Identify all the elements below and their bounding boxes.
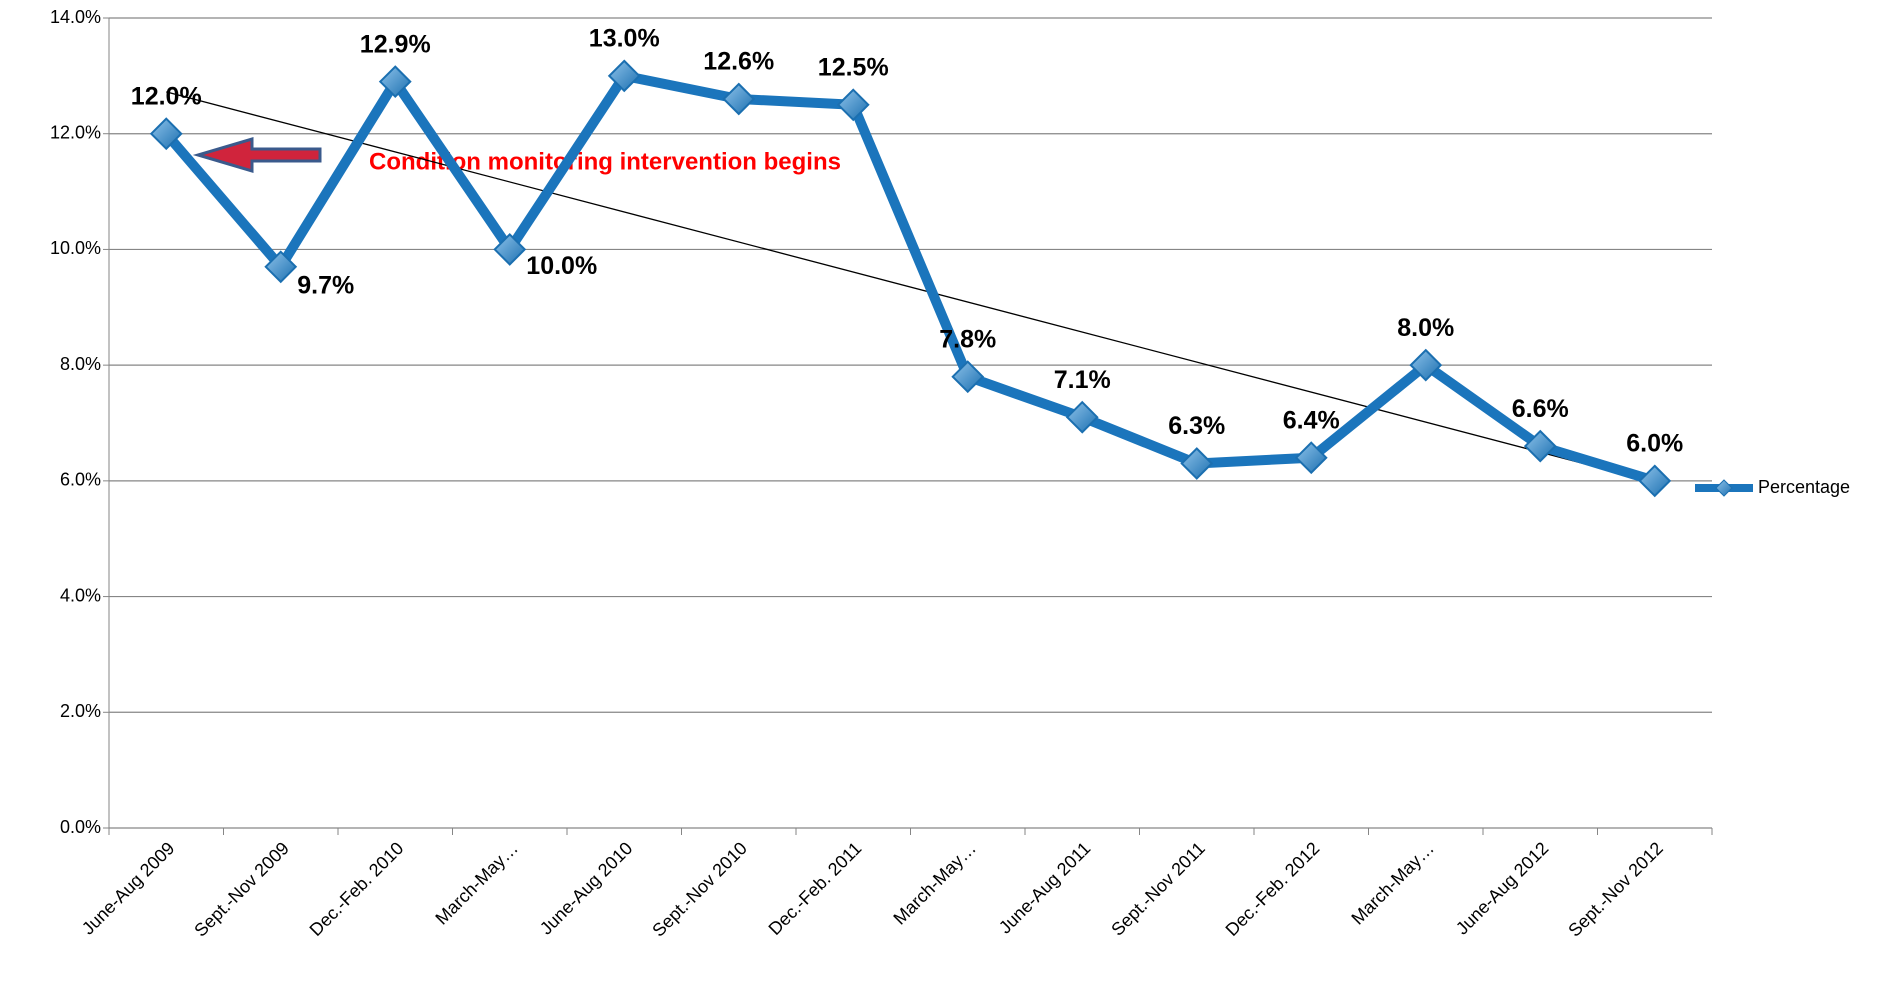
value-label: 6.0% (1626, 429, 1683, 457)
grid (103, 17, 1713, 835)
marker (264, 250, 298, 284)
y-tick-label: 4.0% (60, 585, 101, 605)
x-tick-label: March-May… (1347, 838, 1438, 929)
legend-label: Percentage (1758, 477, 1850, 497)
y-tick-label: 10.0% (50, 238, 101, 258)
x-tick-label: June-Aug 2012 (1452, 838, 1552, 938)
marker (607, 59, 641, 93)
marker (1523, 429, 1557, 463)
x-tick-label: Sept.-Nov 2010 (648, 838, 751, 941)
marker (1065, 400, 1099, 434)
y-tick-label: 6.0% (60, 470, 101, 490)
value-label: 9.7% (297, 271, 354, 299)
value-label: 8.0% (1397, 314, 1454, 342)
x-tick-label: Dec.-Feb. 2010 (306, 838, 408, 940)
x-tick-label: June-Aug 2009 (78, 838, 178, 938)
y-tick-label: 2.0% (60, 701, 101, 721)
marker (1409, 348, 1443, 382)
marker (493, 233, 527, 266)
value-label: 7.8% (939, 325, 996, 353)
value-label: 12.9% (360, 30, 431, 58)
y-tick-label: 14.0% (50, 7, 101, 27)
x-tick-label: Sept.-Nov 2009 (190, 838, 293, 941)
value-label: 12.6% (703, 48, 774, 76)
y-tick-label: 0.0% (60, 817, 101, 837)
marker (836, 88, 870, 122)
x-tick-label: Sept.-Nov 2011 (1107, 838, 1209, 940)
x-tick-label: March-May… (889, 838, 980, 929)
x-tick-label: March-May… (431, 838, 522, 929)
value-label: 12.5% (818, 53, 889, 81)
x-tick-label: June-Aug 2010 (536, 838, 636, 938)
marker (951, 360, 985, 394)
x-tick-label: June-Aug 2011 (995, 838, 1095, 938)
legend-marker (1715, 479, 1733, 497)
x-tick-label: Dec.-Feb. 2012 (1222, 838, 1324, 940)
series-line (162, 70, 1657, 486)
annotation-arrow (192, 136, 322, 174)
marker (1638, 464, 1672, 498)
value-label: 6.3% (1168, 412, 1225, 440)
marker (378, 65, 412, 99)
x-tick-label: Dec.-Feb. 2011 (765, 838, 866, 939)
value-label: 13.0% (589, 24, 660, 52)
marker (1294, 441, 1328, 475)
marker (1180, 447, 1214, 480)
y-tick-label: 12.0% (50, 122, 101, 142)
value-label: 6.4% (1283, 406, 1340, 434)
value-label: 7.1% (1054, 366, 1111, 394)
marker (149, 117, 183, 151)
value-label: 10.0% (526, 252, 597, 280)
value-label: 6.6% (1512, 395, 1569, 423)
y-tick-label: 8.0% (60, 354, 101, 374)
x-tick-label: Sept.-Nov 2012 (1564, 838, 1667, 941)
trendline (166, 91, 1655, 483)
value-label: 12.0% (131, 82, 202, 110)
marker (722, 82, 756, 116)
